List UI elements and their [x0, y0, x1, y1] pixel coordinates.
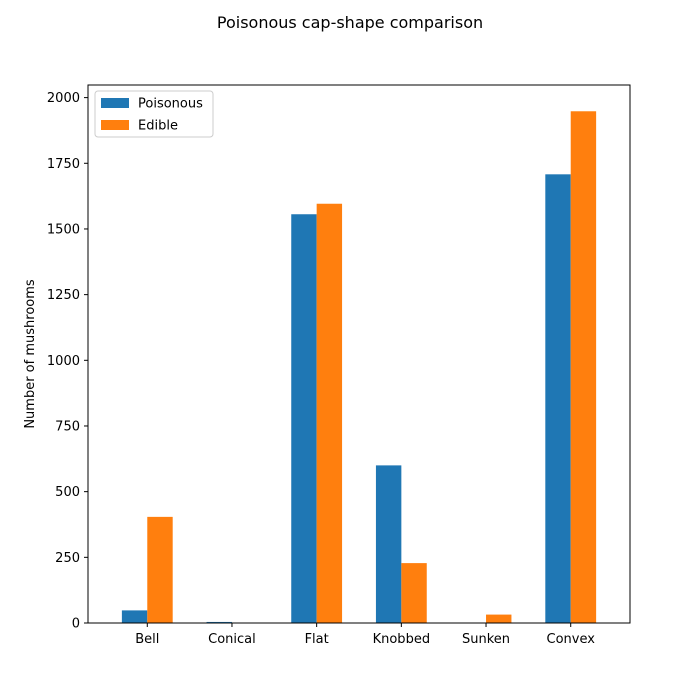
chart-title: Poisonous cap-shape comparison: [217, 13, 483, 32]
bar-edible-convex: [570, 111, 597, 624]
bar-poisonous-conical: [206, 621, 232, 623]
bar-poisonous-bell: [121, 610, 148, 623]
x-axis: Bell Conical Flat Knobbed Sunken Convex: [135, 623, 595, 647]
bar-poisonous-convex: [545, 174, 571, 623]
y-tick-label: 2000: [47, 91, 80, 106]
x-tick-label-flat: Flat: [305, 632, 329, 647]
y-tick-label: 500: [55, 485, 80, 500]
legend-label-poisonous: Poisonous: [138, 97, 203, 112]
y-tick-label: 1500: [47, 222, 80, 237]
bar-edible-knobbed: [401, 563, 427, 623]
bar-poisonous-knobbed: [375, 465, 402, 623]
x-tick-label-convex: Convex: [547, 632, 596, 647]
y-tick-label: 1000: [47, 354, 80, 369]
y-axis-label: Number of mushrooms: [23, 279, 38, 429]
legend-label-edible: Edible: [138, 119, 178, 134]
bar-edible-sunken: [486, 614, 512, 623]
y-tick-label: 750: [55, 419, 80, 434]
legend-swatch-poisonous: [101, 98, 129, 108]
y-tick-label: 250: [55, 551, 80, 566]
legend: Poisonous Edible: [94, 90, 214, 138]
bars-group: [121, 111, 597, 624]
y-tick-label: 1750: [47, 157, 80, 172]
bar-edible-bell: [147, 516, 173, 623]
y-tick-label: 1250: [47, 288, 80, 303]
y-tick-label: 0: [72, 617, 80, 632]
plot-frame: [87, 84, 631, 624]
x-tick-label-bell: Bell: [135, 632, 159, 647]
x-tick-label-conical: Conical: [208, 632, 256, 647]
bar-poisonous-flat: [291, 214, 317, 623]
legend-swatch-edible: [101, 120, 129, 130]
x-tick-label-knobbed: Knobbed: [373, 632, 430, 647]
x-tick-label-sunken: Sunken: [462, 632, 510, 647]
y-axis: 0 250 500 750 1000 1250 1500 1750 2000: [47, 91, 88, 632]
bar-edible-flat: [316, 203, 343, 624]
